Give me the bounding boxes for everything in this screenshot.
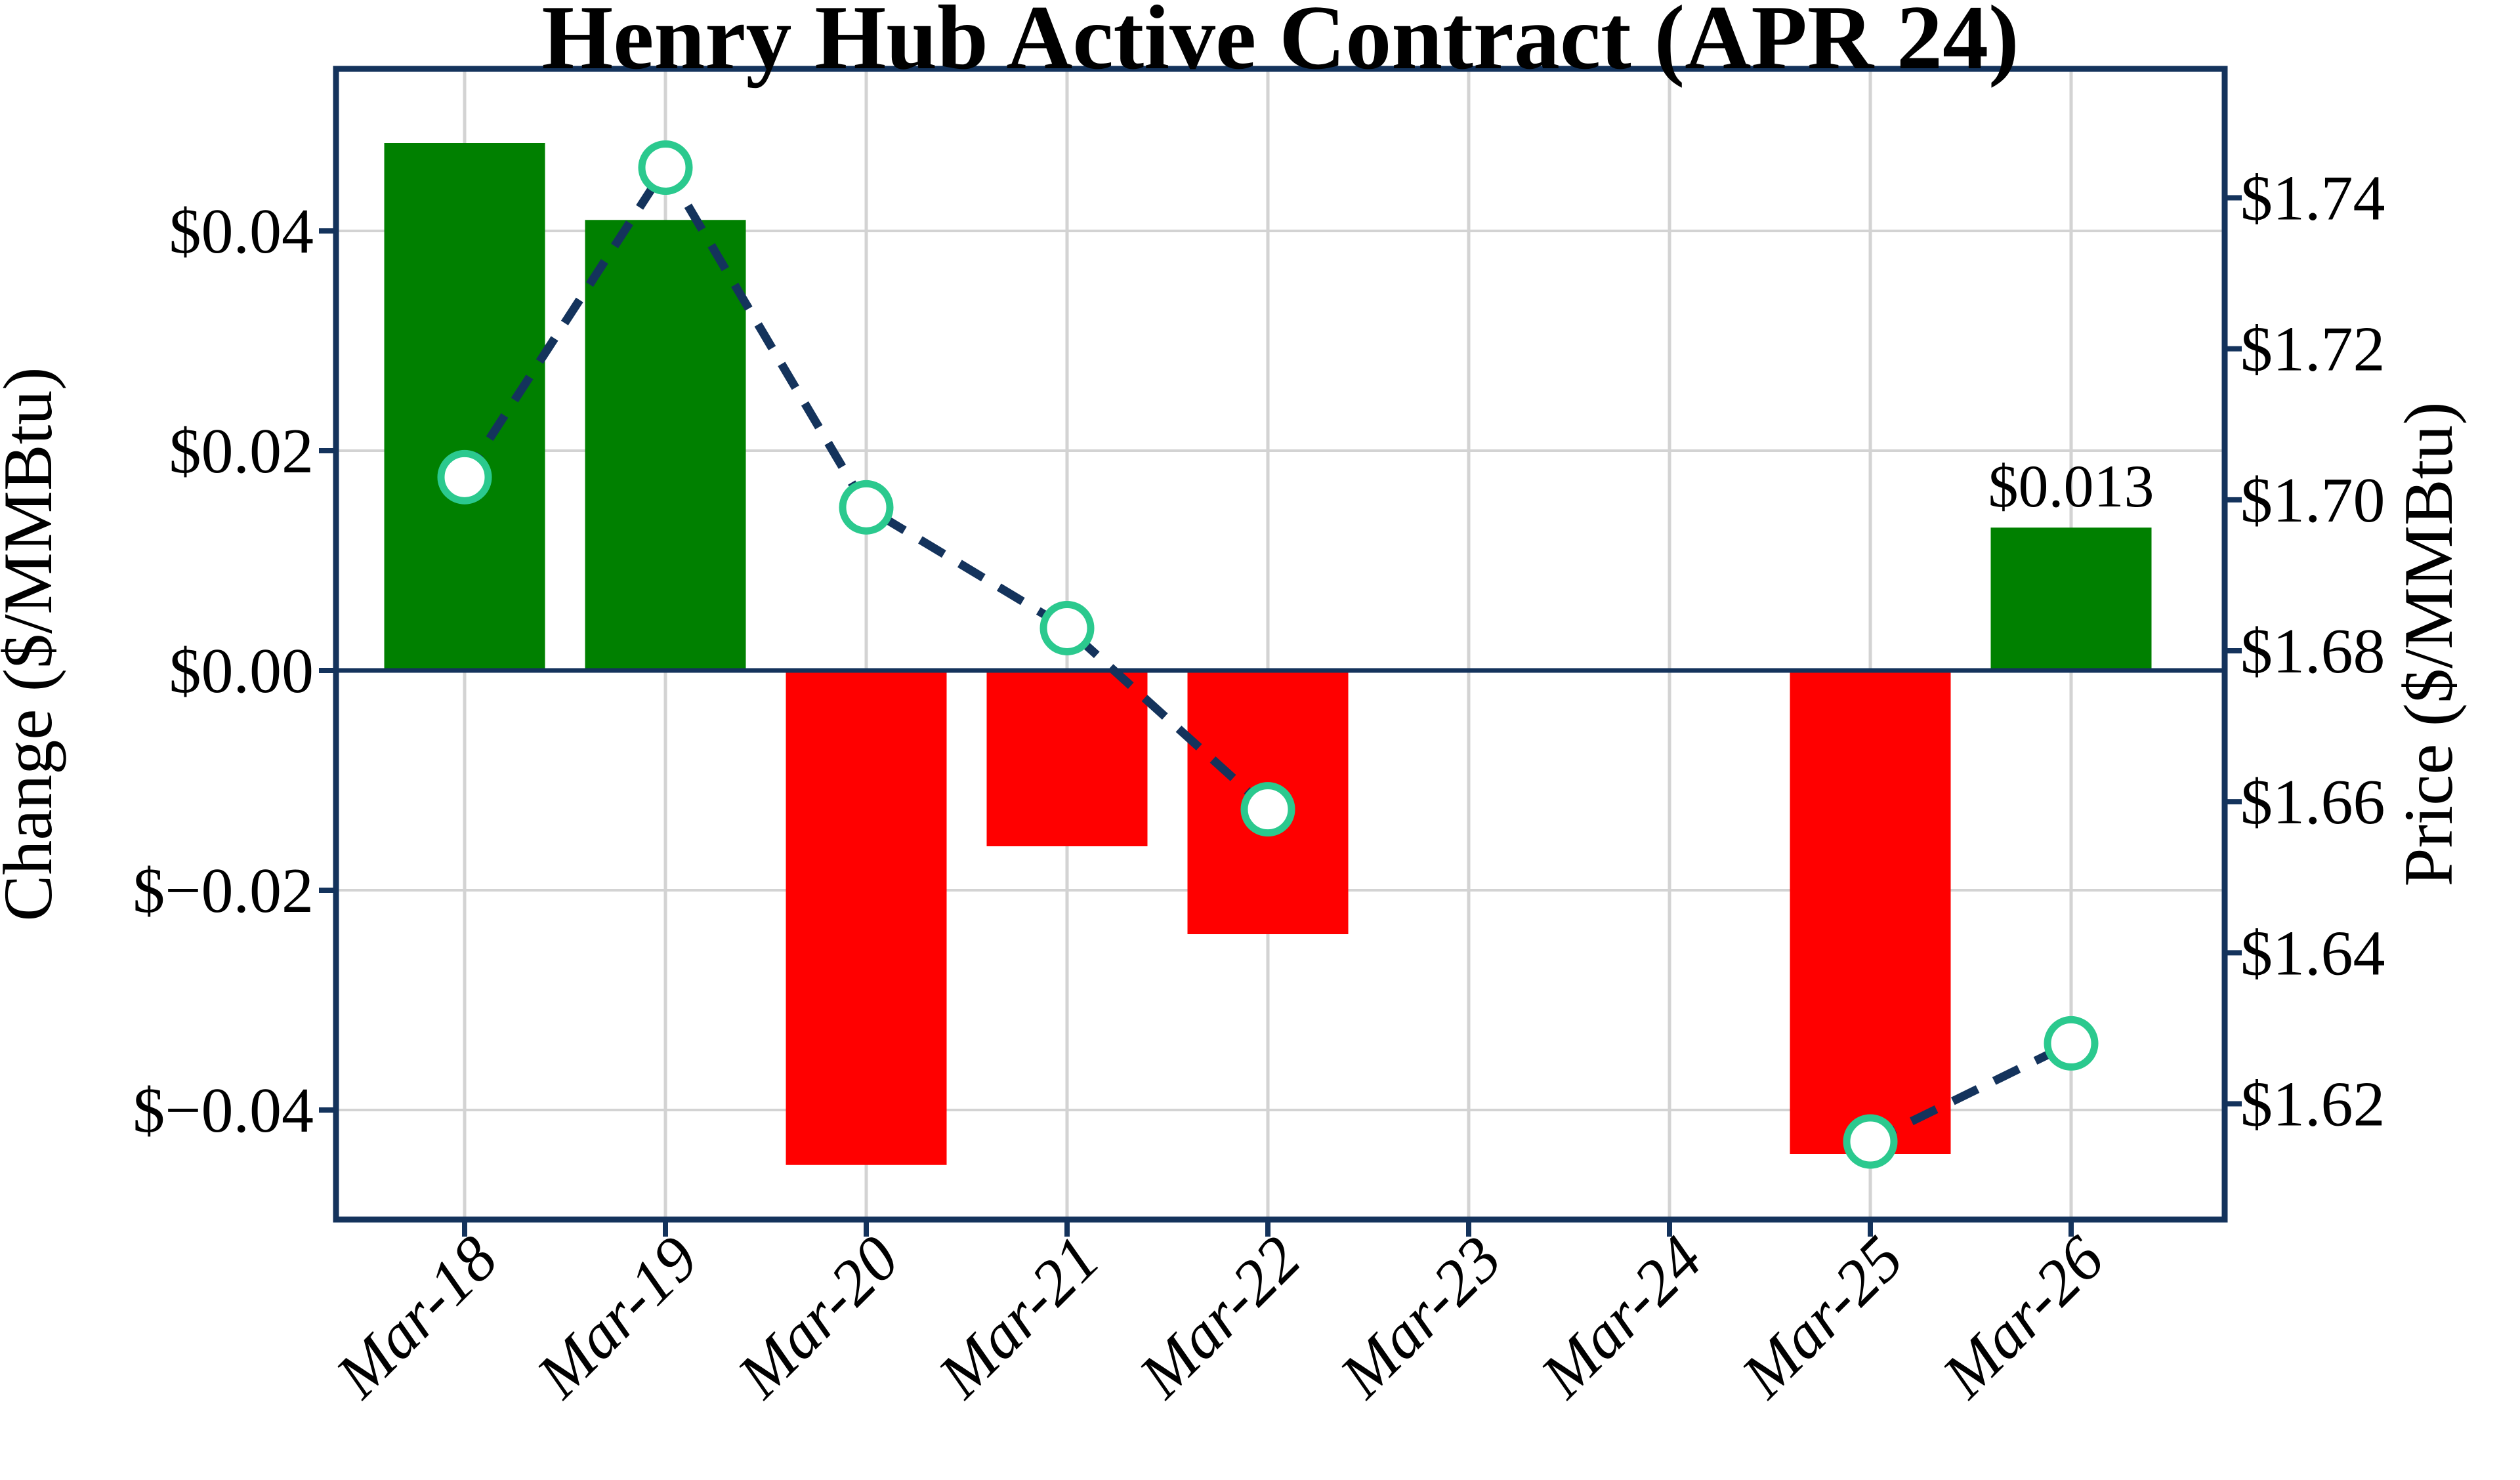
price-marker-mar-26 bbox=[2044, 1016, 2099, 1071]
left-tick-label: $0.00 bbox=[169, 636, 314, 707]
chart-title: Henry Hub Active Contract (APR 24) bbox=[541, 0, 2019, 89]
left-axis-label: Change ($/MMBtu) bbox=[0, 367, 66, 922]
left-tick-label: $0.02 bbox=[169, 416, 314, 487]
price-marker-mar-25 bbox=[1843, 1114, 1898, 1169]
tick-marks bbox=[319, 195, 2242, 1237]
right-tick-label: $1.74 bbox=[2240, 163, 2385, 234]
price-marker-mar-18 bbox=[437, 449, 492, 504]
right-tick-label: $1.72 bbox=[2240, 314, 2385, 385]
left-axis-tick-labels: $0.04 $0.02 $0.00 $−0.02 $−0.04 bbox=[133, 196, 314, 1146]
change-bar-mar-26 bbox=[1990, 527, 2152, 670]
price-markers bbox=[437, 140, 2099, 1169]
change-bar-mar-19 bbox=[585, 220, 746, 670]
right-tick-label: $1.64 bbox=[2240, 918, 2385, 989]
price-line-segment bbox=[461, 159, 1271, 813]
left-tick-label: $0.04 bbox=[169, 196, 314, 267]
change-bar-mar-20 bbox=[786, 670, 947, 1165]
left-tick-label: $−0.02 bbox=[133, 855, 314, 926]
change-bars bbox=[384, 143, 2152, 1165]
bar-value-annotation: $0.013 bbox=[1988, 453, 2154, 520]
right-tick-label: $1.66 bbox=[2240, 767, 2385, 838]
plot-border bbox=[333, 66, 2228, 1223]
left-tick-label: $−0.04 bbox=[133, 1075, 314, 1146]
change-bar-mar-21 bbox=[986, 670, 1148, 846]
price-marker-mar-21 bbox=[1040, 600, 1095, 655]
right-tick-label: $1.68 bbox=[2240, 616, 2385, 687]
change-bar-mar-18 bbox=[384, 143, 545, 670]
right-axis-tick-labels: $1.74 $1.72 $1.70 $1.68 $1.66 $1.64 $1.62 bbox=[2240, 163, 2385, 1140]
price-line-segment bbox=[1868, 1039, 2073, 1145]
price-marker-mar-20 bbox=[839, 480, 894, 535]
price-dashed-line bbox=[461, 159, 2073, 1145]
price-marker-mar-19 bbox=[638, 140, 693, 195]
right-tick-label: $1.62 bbox=[2240, 1069, 2385, 1140]
axes-spines bbox=[333, 66, 2228, 1223]
change-bar-mar-25 bbox=[1790, 670, 1951, 1154]
right-axis-label: Price ($/MMBtu) bbox=[2390, 402, 2467, 887]
right-tick-label: $1.70 bbox=[2240, 465, 2385, 536]
price-marker-mar-22 bbox=[1240, 782, 1295, 837]
